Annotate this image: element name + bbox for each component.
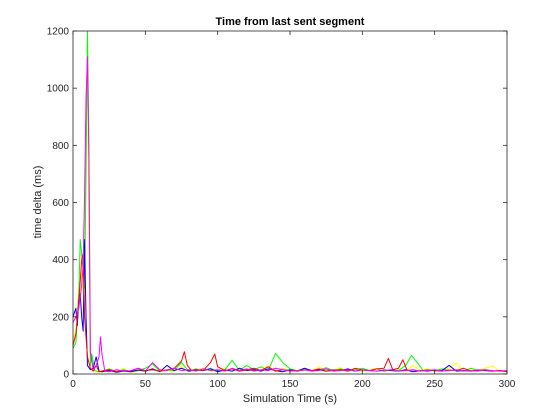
y-axis-label: time delta (ms): [32, 166, 44, 239]
y-tick-label: 0: [63, 370, 69, 381]
y-tick-label: 1200: [47, 27, 70, 38]
y-tick-label: 600: [52, 198, 69, 209]
x-tick-label: 250: [426, 379, 443, 390]
series-line-5: [72, 56, 508, 373]
series-layer: [72, 30, 508, 373]
x-tick-label: 100: [209, 379, 226, 390]
x-axis-label: Simulation Time (s): [243, 393, 337, 405]
x-tick-label: 300: [499, 379, 516, 390]
y-tick-label: 800: [52, 141, 69, 152]
plot-area: [73, 31, 507, 374]
x-ticks: 0 50 100 150 200 250 300: [70, 31, 516, 390]
chart-title: Time from last sent segment: [216, 16, 365, 28]
y-tick-label: 400: [52, 255, 69, 266]
y-ticks: 0 200 400 600 800 1000 1200: [47, 27, 507, 381]
y-tick-label: 200: [52, 312, 69, 323]
x-tick-label: 50: [140, 379, 152, 390]
x-tick-label: 0: [70, 379, 76, 390]
y-tick-label: 1000: [47, 84, 70, 95]
x-tick-label: 200: [354, 379, 371, 390]
x-tick-label: 150: [282, 379, 299, 390]
